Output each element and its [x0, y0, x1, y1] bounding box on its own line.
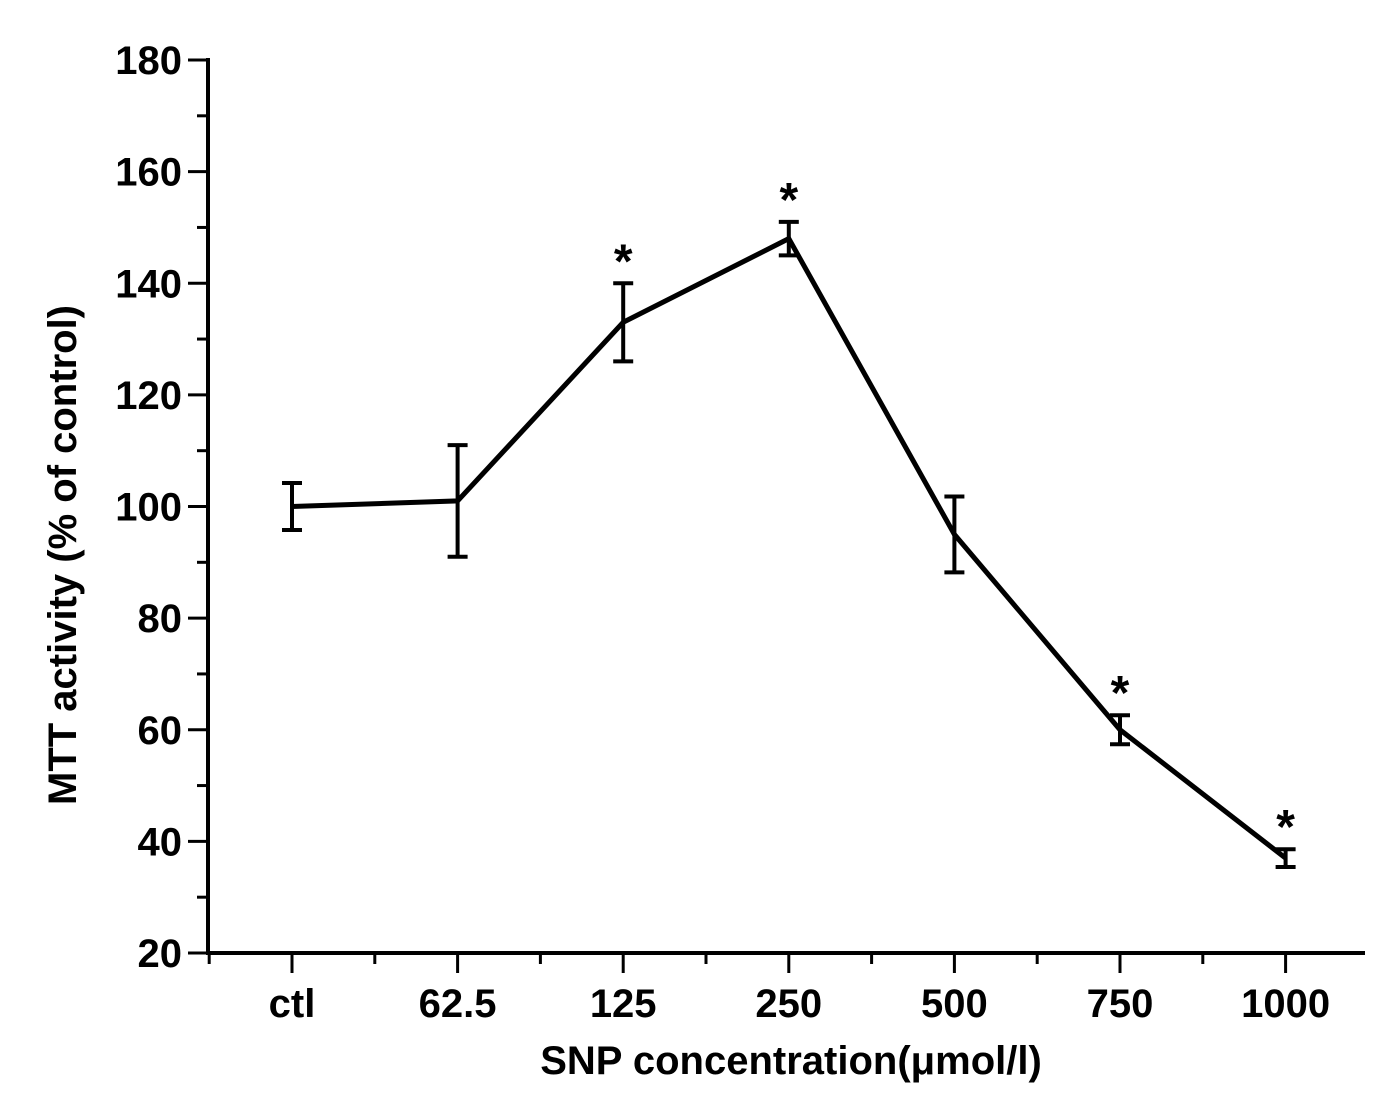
- x-tick-label: 750: [1087, 982, 1154, 1026]
- x-ticks: ctl 62.5 125 250 500 750 1000: [207, 953, 1330, 1026]
- error-bar: [778, 219, 799, 258]
- y-ticks: 20 40 60 80 100 120 140 160 180: [115, 39, 208, 976]
- error-bars: [282, 219, 1296, 870]
- series-line: [291, 235, 1288, 861]
- x-tick-label: 125: [590, 982, 657, 1026]
- y-tick-label: 40: [138, 820, 183, 864]
- x-tick-label: 62.5: [419, 982, 497, 1026]
- y-tick-label: 80: [138, 597, 183, 641]
- significance-star: *: [614, 235, 633, 288]
- x-tick-label: ctl: [269, 982, 316, 1026]
- y-tick-label: 60: [138, 709, 183, 753]
- error-bar: [944, 494, 965, 575]
- y-tick-label: 100: [115, 486, 182, 530]
- significance-star: *: [1111, 667, 1130, 720]
- y-tick-label: 160: [115, 151, 182, 195]
- error-bar: [447, 443, 468, 559]
- y-axis-title: MTT activity (% of control): [41, 305, 85, 805]
- error-bar: [1110, 713, 1130, 747]
- x-tick-label: 1000: [1241, 982, 1330, 1026]
- y-tick-label: 120: [115, 374, 182, 418]
- error-bar: [1275, 847, 1296, 870]
- x-axis-title: SNP concentration(μmol/l): [540, 1039, 1042, 1083]
- x-tick-label: 500: [921, 982, 988, 1026]
- plot-area: * * * *: [282, 174, 1296, 870]
- x-tick-label: 250: [755, 982, 822, 1026]
- significance-markers: * * * *: [614, 174, 1295, 854]
- y-tick-label: 140: [115, 262, 182, 306]
- significance-star: *: [1276, 801, 1295, 854]
- axes: 20 40 60 80 100 120 140 160 180 ctl 62.5 125 250 500…: [115, 39, 1365, 1026]
- significance-star: *: [779, 174, 798, 227]
- y-tick-label: 20: [138, 932, 183, 976]
- y-tick-label: 180: [115, 39, 182, 83]
- error-bar: [282, 481, 302, 532]
- error-bar: [613, 281, 634, 364]
